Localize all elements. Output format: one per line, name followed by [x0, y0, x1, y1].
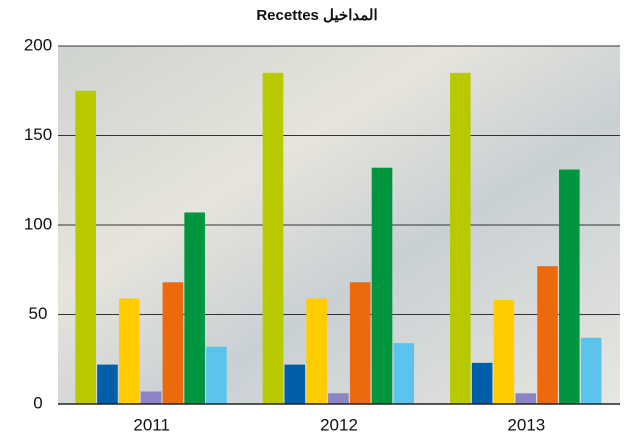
bar	[450, 72, 471, 404]
bar	[580, 337, 602, 404]
bar	[184, 212, 205, 404]
y-tick-label: 100	[24, 214, 52, 233]
bar	[262, 72, 284, 404]
y-tick-label: 200	[24, 35, 52, 54]
bar	[118, 298, 140, 404]
bar	[371, 167, 393, 404]
bar	[328, 393, 349, 404]
bar	[97, 364, 118, 404]
bar	[559, 169, 580, 404]
chart-title: Recettes المداخيل	[256, 7, 377, 24]
x-tick-label: 2013	[507, 415, 545, 434]
bar	[206, 346, 227, 404]
x-tick-label: 2011	[133, 415, 170, 434]
y-tick-label: 150	[24, 125, 52, 144]
y-tick-label: 0	[33, 393, 42, 412]
bar	[140, 391, 162, 404]
bar	[306, 298, 327, 404]
x-tick-label: 2012	[320, 415, 358, 434]
bar	[537, 266, 558, 404]
bar	[284, 364, 306, 404]
bar	[515, 393, 537, 404]
bar	[393, 343, 415, 404]
bar	[162, 282, 184, 404]
bar	[493, 300, 515, 404]
y-tick-label: 50	[29, 304, 48, 323]
bar	[349, 282, 371, 404]
bar	[75, 90, 96, 404]
bar	[471, 362, 493, 404]
